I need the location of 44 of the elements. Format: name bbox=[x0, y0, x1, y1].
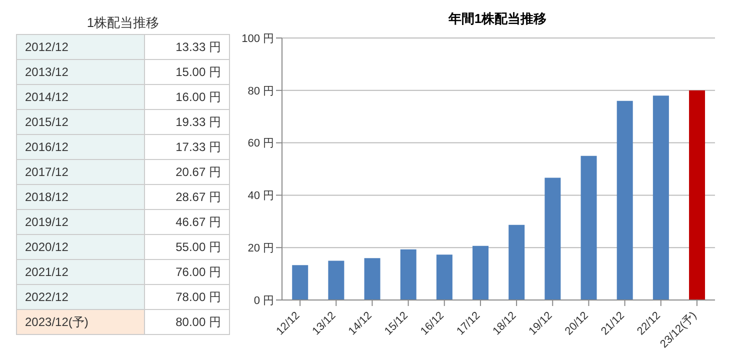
text: 19.33 円 bbox=[176, 114, 221, 128]
category-label: 2017/12 bbox=[16, 160, 144, 184]
category-label: 2013/12 bbox=[16, 60, 144, 84]
bar bbox=[436, 254, 452, 300]
category-label: 2023/12(予) bbox=[16, 310, 144, 334]
text: 20.67 円 bbox=[176, 164, 221, 178]
category-label: 2021/12 bbox=[16, 260, 144, 284]
bar bbox=[689, 90, 706, 300]
text: 17.33 円 bbox=[176, 140, 221, 154]
y-tick-label: 100 円 bbox=[242, 32, 274, 45]
category-label: 2016/12 bbox=[16, 134, 144, 160]
text: 46.67 円 bbox=[176, 214, 221, 228]
bar bbox=[364, 258, 380, 300]
bar bbox=[508, 224, 525, 300]
category-label: 2018/12 bbox=[16, 184, 144, 210]
bar bbox=[580, 156, 597, 300]
category-label: 2015/12 bbox=[16, 110, 144, 134]
y-tick-label: 20 円 bbox=[248, 242, 274, 255]
category-label: 2014/12 bbox=[16, 84, 144, 110]
category-label: 2019/12 bbox=[16, 210, 144, 234]
text: 55.00 円 bbox=[176, 240, 221, 254]
text: 13.33 円 bbox=[176, 40, 221, 54]
text: 80.00 円 bbox=[176, 314, 221, 328]
bar bbox=[472, 246, 489, 300]
category-label: 2022/12 bbox=[16, 284, 144, 310]
text: 16.00 円 bbox=[176, 90, 221, 104]
bar bbox=[328, 260, 344, 300]
text: 1株配当推移 bbox=[86, 14, 160, 32]
text: 15.00 円 bbox=[176, 64, 221, 78]
text: 76.00 円 bbox=[176, 264, 221, 278]
text: 28.67 円 bbox=[176, 190, 221, 204]
y-tick-label: 60 円 bbox=[248, 138, 274, 150]
y-tick-label: 40 円 bbox=[248, 190, 274, 202]
y-tick-label: 80 円 bbox=[248, 85, 274, 98]
bar bbox=[544, 178, 561, 300]
category-label: 2012/12 bbox=[16, 34, 144, 60]
bar bbox=[616, 100, 633, 300]
text: 78.00 円 bbox=[176, 290, 221, 304]
bar bbox=[652, 96, 669, 300]
chart-title: 年間1株配当推移 bbox=[447, 10, 548, 28]
bar bbox=[292, 265, 308, 300]
y-tick-label: 0 円 bbox=[254, 294, 274, 307]
bar bbox=[400, 249, 416, 300]
category-label: 2020/12 bbox=[16, 234, 144, 260]
